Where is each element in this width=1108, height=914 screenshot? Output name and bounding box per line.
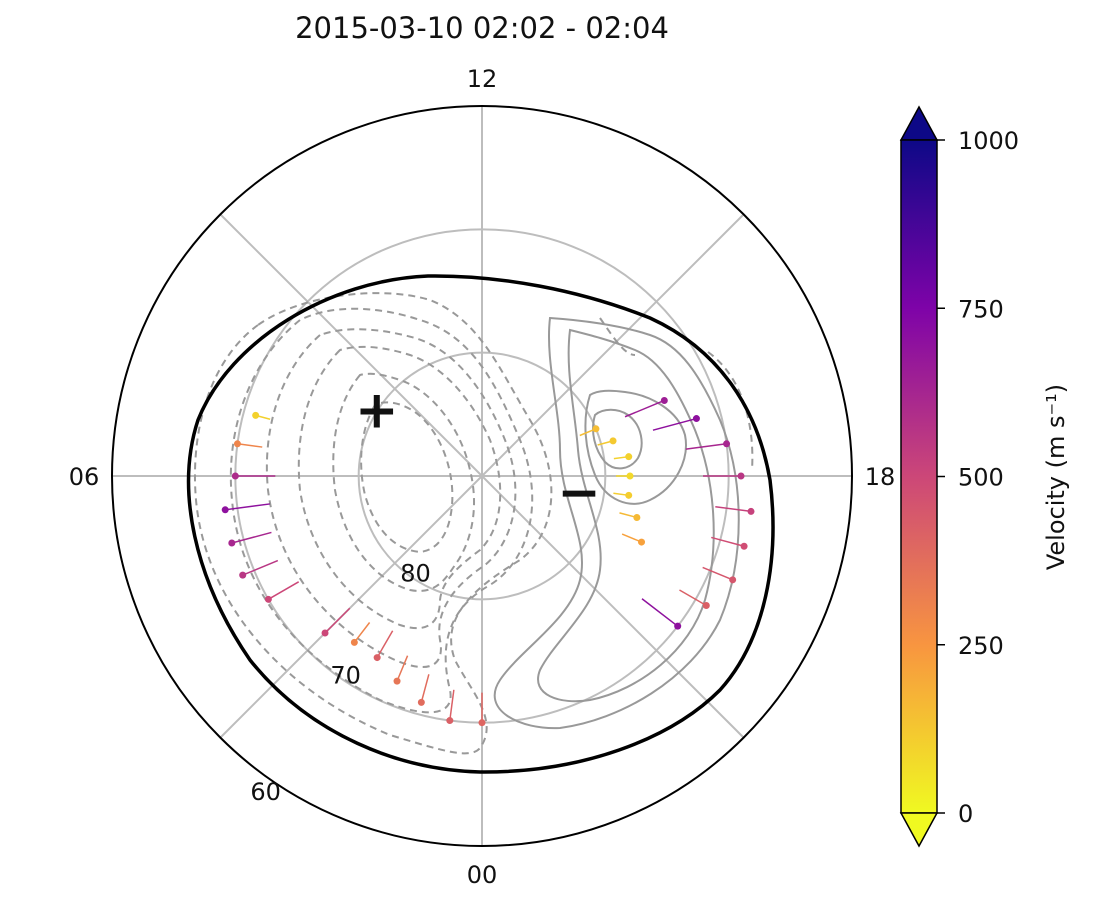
velocity-vector-point	[252, 411, 260, 419]
potential-contour	[360, 401, 454, 554]
velocity-vector-point	[633, 513, 641, 521]
colorbar-tick-500: 500	[958, 464, 1004, 492]
velocity-vector-tail	[268, 581, 300, 600]
mlt-label-18: 18	[865, 463, 896, 491]
velocity-vector-point	[609, 437, 617, 445]
potential-max-marker: +	[355, 381, 399, 441]
velocity-vector-tail	[420, 674, 430, 703]
velocity-vector-point	[740, 542, 748, 550]
velocity-vector-point	[737, 472, 745, 480]
colorbar-ticks: 1000 750 500 250 0	[937, 127, 1019, 828]
velocity-vector-point	[660, 396, 668, 404]
velocity-vector-point	[231, 472, 239, 480]
velocity-vector-point	[702, 602, 710, 609]
mlt-label-00: 00	[467, 861, 498, 889]
velocity-vector-point	[221, 506, 229, 514]
velocity-vector-point	[626, 472, 634, 480]
mlt-label-12: 12	[467, 65, 498, 93]
mlt-spoke-15	[481, 213, 745, 477]
velocity-vector-tail	[396, 655, 409, 682]
velocity-vector-tail	[652, 417, 697, 431]
velocity-vector-tail	[449, 689, 455, 721]
colorbar-tick-1000: 1000	[958, 127, 1019, 155]
velocity-vector-point	[393, 677, 401, 685]
velocity-vector-point	[321, 629, 329, 637]
colorbar: 1000 750 500 250 0 Velocity (m s⁻¹)	[899, 105, 1070, 848]
velocity-vector-tail	[324, 607, 351, 634]
velocity-vector-point	[692, 415, 700, 423]
convection-boundary	[186, 274, 775, 774]
colorbar-tick-250: 250	[958, 632, 1004, 660]
mlt-spoke-21	[481, 475, 745, 739]
velocity-vector-tail	[641, 598, 679, 627]
velocity-vector-point	[417, 698, 425, 706]
potential-contour	[297, 345, 502, 630]
mlt-spoke-3	[219, 475, 483, 739]
velocity-vector-tail	[685, 443, 727, 450]
velocity-vector-tail	[225, 503, 270, 511]
mlt-spoke-9	[219, 213, 483, 477]
polar-frame	[111, 105, 853, 847]
velocity-vector-point	[264, 595, 272, 603]
velocity-vector-point	[350, 638, 358, 646]
velocity-vector-tail	[715, 505, 752, 513]
velocity-vector-tail	[231, 531, 272, 544]
potential-min-marker: −	[557, 463, 601, 523]
potential-contour	[265, 328, 517, 669]
polar-outer-ring	[111, 105, 853, 847]
velocity-vector-point	[233, 440, 241, 448]
velocity-vector-tail	[242, 559, 279, 576]
velocity-vector-tail	[711, 536, 745, 547]
velocity-vector-point	[239, 571, 247, 579]
heppner-maynard-boundary	[186, 274, 775, 774]
velocity-vector-point	[625, 491, 633, 499]
potential-contour	[537, 328, 715, 703]
polar-labels: 12 18 06 00 80 70 60	[69, 65, 896, 889]
chart-title: 2015-03-10 02:02 - 02:04	[295, 11, 669, 45]
colorbar-tick-0: 0	[958, 800, 973, 828]
colorbar-gradient	[900, 139, 938, 814]
velocity-vector-tail	[376, 630, 394, 658]
potential-contour	[592, 408, 643, 470]
velocity-vector-tail	[702, 566, 733, 581]
lat-label-80: 80	[400, 560, 431, 588]
colorbar-tick-750: 750	[958, 295, 1004, 323]
velocity-vector-point	[446, 717, 454, 725]
potential-contour	[229, 307, 534, 714]
potential-contour	[584, 389, 687, 505]
velocity-vector-point	[674, 622, 682, 630]
velocity-vector-tail	[353, 622, 371, 643]
velocity-vector-point	[729, 576, 737, 584]
velocity-vector-point	[228, 539, 236, 547]
velocity-vector-tail	[679, 589, 707, 607]
velocity-vectors	[221, 396, 755, 727]
velocity-vector-point	[478, 719, 486, 727]
velocity-vector-point	[638, 538, 646, 546]
velocity-vector-point	[373, 654, 381, 662]
potential-contour	[193, 292, 553, 755]
lat-label-70: 70	[330, 661, 361, 689]
velocity-vector-tail	[237, 443, 263, 448]
mlt-label-06: 06	[69, 463, 100, 491]
velocity-vector-tail	[624, 399, 665, 418]
velocity-vector-point	[747, 507, 755, 515]
velocity-vector-point	[592, 425, 600, 433]
potential-contour	[599, 317, 636, 356]
potential-markers: −+	[355, 381, 601, 523]
velocity-vector-point	[625, 453, 633, 461]
colorbar-label: Velocity (m s⁻¹)	[1042, 384, 1070, 570]
potential-contours	[193, 292, 754, 755]
colorbar-extend-max	[899, 105, 939, 141]
velocity-vector-point	[723, 440, 731, 448]
colorbar-extend-min	[899, 812, 939, 848]
potential-contour	[493, 316, 740, 730]
lat-label-60: 60	[250, 778, 281, 806]
